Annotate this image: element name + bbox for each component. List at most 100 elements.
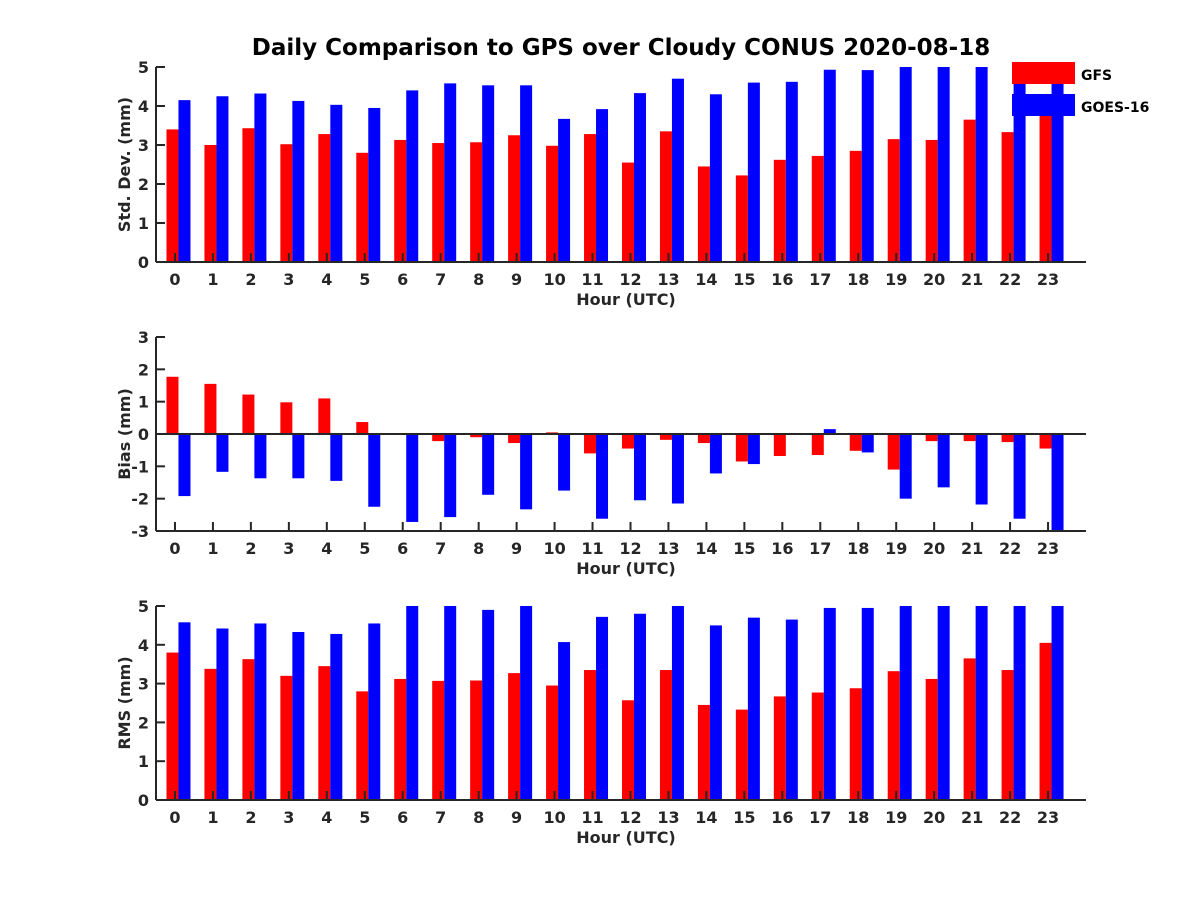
- goes-16-bar-4: [330, 104, 343, 262]
- goes-16-bar-7: [444, 434, 457, 518]
- goes-16-bar-22: [1013, 69, 1026, 262]
- goes-16-bar-12: [633, 93, 646, 262]
- gfs-bar-18: [849, 688, 862, 800]
- y-axis-label: Std. Dev. (mm): [115, 97, 134, 232]
- x-tick-label: 23: [1037, 270, 1059, 289]
- goes-16-bar-18: [861, 70, 874, 263]
- goes-16-series: [178, 67, 1064, 263]
- x-tick-label: 22: [999, 270, 1021, 289]
- gfs-bar-12: [621, 700, 634, 800]
- goes-16-bar-9: [520, 606, 533, 800]
- gfs-bar-15: [735, 175, 748, 262]
- x-tick-label: 13: [657, 270, 679, 289]
- x-tick-label: 12: [619, 808, 641, 827]
- x-tick-label: 10: [543, 808, 565, 827]
- x-tick-label: 1: [207, 808, 218, 827]
- goes-16-bar-5: [368, 623, 381, 800]
- x-tick-label: 17: [809, 270, 831, 289]
- y-tick-label: 1: [138, 214, 149, 233]
- x-tick-label: 18: [847, 270, 869, 289]
- x-tick-label: 6: [397, 808, 408, 827]
- goes-16-bar-3: [292, 631, 305, 800]
- gfs-legend-label: GFS: [1081, 68, 1112, 84]
- goes-16-bar-8: [482, 434, 495, 495]
- gfs-bar-16: [773, 696, 786, 800]
- goes-16-bar-8: [482, 609, 495, 800]
- gfs-series: [166, 115, 1052, 263]
- x-tick-label: 10: [543, 270, 565, 289]
- gfs-bar-8: [470, 142, 483, 262]
- goes-16-bar-6: [406, 90, 419, 263]
- gfs-legend-swatch: [1012, 62, 1075, 84]
- x-tick-label: 23: [1037, 539, 1059, 558]
- x-tick-label: 1: [207, 270, 218, 289]
- gfs-bar-14: [697, 434, 710, 444]
- gfs-bar-2: [242, 128, 255, 262]
- gfs-bar-8: [470, 680, 483, 800]
- x-axis-label: Hour (UTC): [576, 559, 676, 578]
- goes-16-bar-4: [330, 633, 343, 800]
- gfs-bar-21: [963, 658, 976, 800]
- x-tick-label: 22: [999, 808, 1021, 827]
- gfs-bar-17: [811, 434, 824, 456]
- goes-16-bar-1: [216, 434, 229, 472]
- gfs-bar-21: [963, 434, 976, 442]
- gfs-bar-5: [356, 422, 369, 434]
- figure-title: Daily Comparison to GPS over Cloudy CONU…: [252, 35, 990, 61]
- goes-16-bar-14: [709, 625, 722, 800]
- goes-16-bar-5: [368, 434, 381, 507]
- gfs-bar-13: [659, 131, 672, 262]
- y-tick-label: 2: [138, 175, 149, 194]
- x-tick-label: 2: [245, 808, 256, 827]
- goes-16-bar-21: [975, 606, 988, 800]
- x-tick-label: 15: [733, 270, 755, 289]
- y-tick-label: 2: [138, 360, 149, 379]
- goes-16-bar-13: [671, 434, 684, 504]
- gfs-bar-1: [204, 668, 217, 800]
- y-tick-label: -3: [131, 522, 149, 541]
- x-tick-label: 9: [511, 539, 522, 558]
- x-tick-label: 11: [581, 270, 603, 289]
- y-tick-label: -2: [131, 490, 149, 509]
- gfs-bar-18: [849, 150, 862, 262]
- x-tick-label: 6: [397, 270, 408, 289]
- goes-16-bar-10: [558, 118, 571, 263]
- gfs-bar-5: [356, 691, 369, 800]
- gfs-bar-19: [887, 671, 900, 800]
- goes-16-bar-20: [937, 606, 950, 800]
- y-tick-label: -1: [131, 457, 149, 476]
- goes-16-bar-3: [292, 100, 305, 263]
- x-tick-label: 16: [771, 539, 793, 558]
- gfs-bar-22: [1001, 132, 1014, 262]
- gfs-bar-14: [697, 704, 710, 800]
- goes-16-bar-4: [330, 434, 343, 481]
- y-tick-label: 0: [138, 253, 149, 272]
- goes-16-bar-11: [596, 434, 609, 519]
- x-tick-label: 4: [321, 808, 332, 827]
- y-tick-label: 2: [138, 713, 149, 732]
- x-tick-label: 7: [435, 539, 446, 558]
- y-tick-label: 0: [138, 791, 149, 810]
- gfs-bar-19: [887, 434, 900, 470]
- goes-16-bar-19: [899, 67, 912, 262]
- x-tick-label: 10: [543, 539, 565, 558]
- x-tick-label: 17: [809, 539, 831, 558]
- goes-16-bar-9: [520, 85, 533, 262]
- gfs-bar-15: [735, 709, 748, 800]
- goes-16-bar-14: [709, 94, 722, 262]
- x-tick-label: 11: [581, 808, 603, 827]
- gfs-bar-11: [584, 670, 597, 800]
- gfs-bar-4: [318, 134, 331, 262]
- legend: GFS GOES-16: [1012, 62, 1149, 116]
- x-tick-label: 23: [1037, 808, 1059, 827]
- gfs-bar-13: [659, 434, 672, 440]
- goes-16-legend-label: GOES-16: [1081, 100, 1149, 116]
- x-tick-label: 4: [321, 270, 332, 289]
- goes-16-bar-7: [444, 83, 457, 262]
- x-tick-label: 4: [321, 539, 332, 558]
- gfs-series: [166, 642, 1052, 800]
- y-tick-label: 1: [138, 752, 149, 771]
- goes-16-bar-6: [406, 434, 419, 522]
